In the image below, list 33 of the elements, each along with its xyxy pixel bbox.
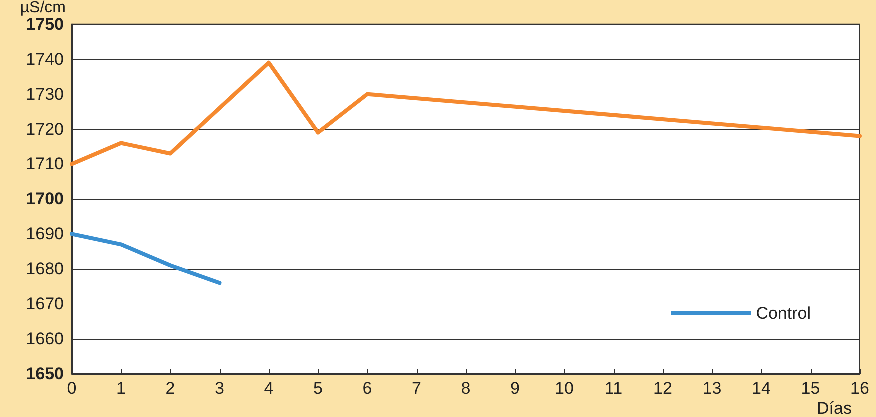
x-tick-label: 1 <box>116 379 126 398</box>
x-tick-label: 10 <box>555 379 574 398</box>
x-tick-label: 3 <box>215 379 224 398</box>
y-tick-label: 1740 <box>26 50 64 69</box>
y-tick-label: 1720 <box>26 120 64 139</box>
x-axis-title: Días <box>817 399 852 417</box>
x-tick-label: 5 <box>314 379 323 398</box>
y-tick-label: 1730 <box>26 84 64 104</box>
x-tick-label: 14 <box>752 379 771 398</box>
x-tick-label: 7 <box>412 379 422 398</box>
y-tick-label: 1680 <box>26 260 64 279</box>
x-tick-label: 11 <box>604 379 623 398</box>
x-tick-label: 2 <box>166 379 176 398</box>
x-tick-label: 9 <box>510 379 520 398</box>
legend-label: Control <box>756 304 812 323</box>
y-tick-label: 1650 <box>26 364 64 384</box>
x-tick-label: 16 <box>850 379 870 398</box>
x-tick-label: 15 <box>801 379 820 398</box>
line-series <box>70 232 222 286</box>
x-tick-label: 13 <box>702 379 722 398</box>
y-tick-label: 1670 <box>26 294 64 314</box>
x-tick-label: 8 <box>461 379 471 398</box>
x-tick-label: 4 <box>264 379 274 398</box>
y-axis-title: µS/cm <box>20 0 66 16</box>
line-series <box>70 60 862 166</box>
y-tick-label: 1710 <box>26 154 64 174</box>
y-tick-label: 1750 <box>26 14 64 34</box>
x-tick-label: 6 <box>362 379 372 398</box>
y-tick-label: 1660 <box>26 330 64 349</box>
x-tick-label: 12 <box>654 379 672 398</box>
x-tick-label: 0 <box>67 379 77 398</box>
y-tick-label: 1700 <box>26 190 64 209</box>
y-tick-label: 1690 <box>26 224 64 244</box>
